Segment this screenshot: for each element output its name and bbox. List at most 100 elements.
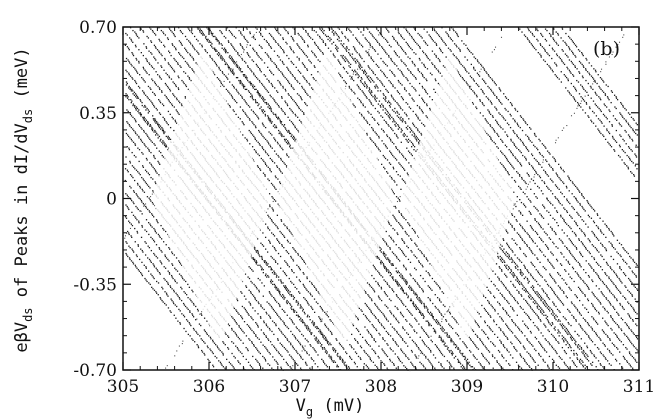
data-point (543, 231, 546, 233)
data-point (565, 327, 568, 330)
data-point (314, 338, 316, 340)
data-point (323, 32, 325, 35)
data-point (304, 349, 306, 352)
data-point (292, 87, 294, 89)
data-point (153, 56, 155, 58)
data-point (155, 121, 158, 123)
data-point (155, 59, 157, 61)
data-point (556, 352, 558, 355)
data-point (379, 334, 381, 336)
data-point (371, 274, 373, 277)
data-point (620, 244, 623, 246)
data-point (291, 345, 294, 347)
data-point (171, 68, 174, 70)
data-point (248, 91, 251, 93)
data-point (589, 264, 591, 266)
data-point (542, 228, 544, 230)
data-point (280, 330, 282, 333)
data-point (555, 364, 557, 366)
data-point (184, 96, 186, 98)
data-point (541, 216, 543, 218)
data-point (516, 314, 518, 316)
data-point (569, 345, 571, 347)
data-point (404, 305, 407, 308)
data-point (341, 44, 344, 46)
data-point (578, 275, 580, 277)
data-point (377, 282, 379, 284)
data-point (505, 323, 507, 325)
data-point (257, 252, 259, 255)
data-point (390, 59, 393, 61)
data-point (273, 333, 275, 336)
data-point (606, 286, 608, 288)
data-point (373, 289, 375, 291)
data-point (510, 341, 512, 343)
data-point (526, 291, 529, 293)
data-point (261, 257, 263, 259)
data-point (388, 56, 390, 58)
data-point (154, 57, 156, 60)
data-point (371, 34, 373, 36)
data-point (523, 298, 525, 300)
data-point (255, 299, 258, 302)
data-point (249, 326, 251, 329)
data-point (247, 276, 249, 278)
data-point (550, 333, 553, 336)
data-point (335, 47, 337, 49)
data-point (366, 75, 368, 77)
data-point (251, 341, 253, 343)
data-point (526, 314, 529, 316)
data-point (500, 257, 503, 259)
data-point (388, 298, 391, 300)
data-point (152, 79, 154, 82)
data-point (270, 71, 272, 73)
data-point (443, 344, 445, 346)
data-point (139, 99, 141, 101)
data-point (608, 227, 610, 230)
data-point (414, 88, 416, 91)
data-point (126, 94, 128, 96)
data-point (410, 324, 412, 327)
data-point (363, 72, 365, 74)
data-point (377, 29, 379, 32)
data-point (153, 106, 156, 108)
data-point (406, 320, 408, 322)
data-point (287, 327, 290, 330)
data-point (602, 233, 605, 236)
data-point (167, 135, 169, 138)
data-point (309, 319, 311, 321)
data-point (172, 93, 174, 95)
data-point (600, 291, 602, 293)
data-point (331, 43, 333, 45)
data-point (584, 247, 587, 249)
data-point (377, 53, 379, 55)
data-point (513, 321, 515, 324)
data-point (377, 295, 380, 297)
data-point (612, 319, 614, 321)
data-point (389, 81, 392, 83)
data-point (426, 310, 429, 312)
data-point (490, 304, 492, 306)
data-point (614, 296, 616, 299)
data-point (146, 60, 149, 63)
data-point (280, 107, 282, 110)
data-point (384, 112, 386, 114)
data-point (578, 238, 580, 240)
data-point (289, 71, 291, 73)
data-point (566, 341, 568, 343)
data-point (511, 295, 513, 297)
data-point (256, 65, 258, 67)
data-point (273, 359, 276, 361)
data-point (150, 224, 152, 227)
data-point (362, 71, 365, 73)
data-point (249, 31, 251, 33)
data-point (488, 277, 490, 280)
data-point (254, 75, 257, 77)
data-point (449, 351, 451, 353)
data-point (358, 28, 360, 30)
data-point (278, 304, 281, 306)
data-point (234, 49, 236, 51)
data-point (391, 72, 394, 74)
data-point (387, 332, 389, 334)
data-point (369, 296, 371, 299)
